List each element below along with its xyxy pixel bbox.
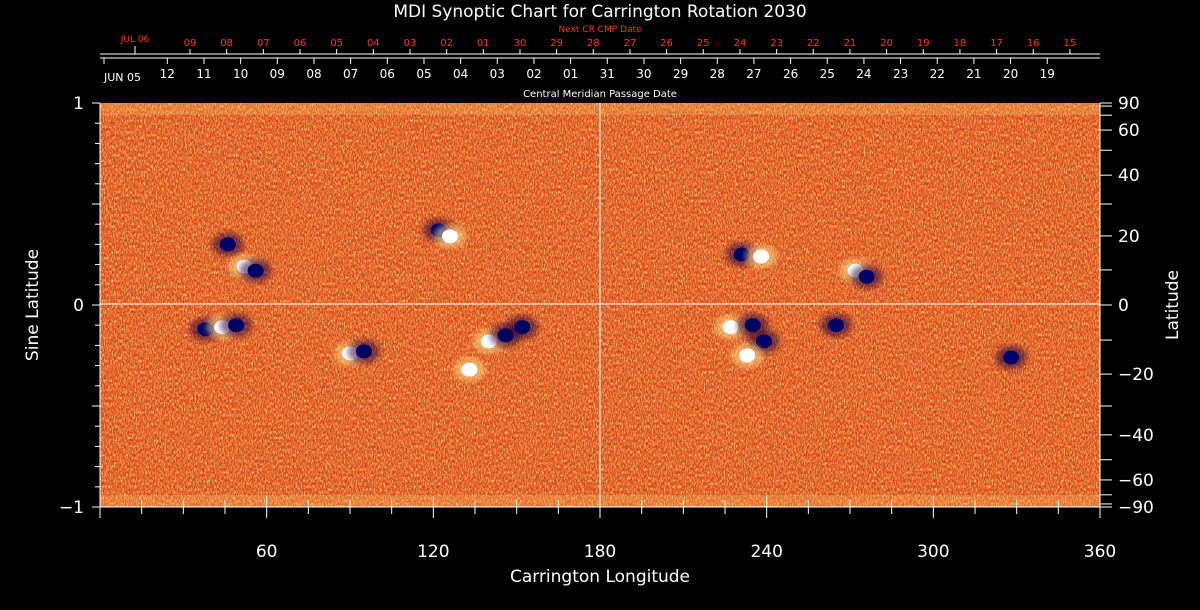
next-cr-day-label: 22: [807, 38, 820, 49]
next-cr-day-label: 20: [880, 38, 893, 49]
sine-latitude-axis: 1 0 −1: [59, 94, 101, 518]
next-cr-axis-caption: Next CR CMP Date: [558, 25, 642, 35]
negative-polarity-patch: [1003, 350, 1020, 365]
positive-polarity-patch: [739, 348, 756, 363]
next-cr-day-label: 06: [294, 38, 307, 49]
cmp-day-label: 26: [783, 67, 798, 81]
cmp-day-label: 10: [233, 67, 248, 81]
next-cr-day-label: 15: [1064, 38, 1077, 49]
cmp-day-label: 24: [856, 67, 871, 81]
next-cr-day-label: 07: [257, 38, 270, 49]
cmp-day-label: 31: [600, 67, 615, 81]
cmp-day-label: 08: [306, 67, 321, 81]
next-cr-day-label: 01: [477, 38, 490, 49]
next-cr-day-label: 26: [660, 38, 673, 49]
cmp-day-label: 07: [343, 67, 358, 81]
cmp-day-label: 20: [1003, 67, 1018, 81]
cmp-day-label: 21: [966, 67, 981, 81]
x-tick-label: 120: [417, 542, 449, 562]
negative-polarity-patch: [228, 318, 245, 333]
next-cr-cmp-axis: Next CR CMP Date JUL 06 09 08 07 06 05 04 03 02 0…: [100, 25, 1100, 55]
positive-polarity-patch: [722, 320, 739, 335]
positive-polarity-patch: [442, 229, 458, 244]
chart-title: MDI Synoptic Chart for Carrington Rotati…: [393, 2, 806, 22]
y-right-axis-label: Latitude: [1163, 270, 1183, 340]
x-tick-label: 60: [256, 542, 278, 562]
cmp-day-label: 02: [526, 67, 541, 81]
active-regions: [189, 218, 1028, 382]
next-cr-day-label: 27: [624, 38, 637, 49]
cmp-day-label: 06: [380, 67, 395, 81]
latitude-axis: 90 60 40 20 0 −20 −40 −60 −90: [1099, 94, 1154, 518]
next-cr-day-label: 21: [844, 38, 857, 49]
cmp-day-label: 30: [636, 67, 651, 81]
y-left-tick-label: −1: [59, 498, 84, 518]
cmp-day-label: 23: [893, 67, 908, 81]
x-tick-label: 300: [917, 542, 949, 562]
next-cr-day-label: 28: [587, 38, 600, 49]
next-cr-day-label: 08: [220, 38, 233, 49]
cmp-day-label: 19: [1040, 67, 1055, 81]
next-cr-day-label: 02: [440, 38, 453, 49]
y-right-tick-label: 90: [1118, 94, 1140, 114]
cmp-day-label: 04: [453, 67, 468, 81]
negative-polarity-patch: [355, 344, 372, 359]
cmp-day-label: 05: [416, 67, 431, 81]
y-right-tick-label: 20: [1118, 227, 1140, 247]
negative-polarity-patch: [828, 318, 845, 333]
cmp-day-label: 03: [490, 67, 505, 81]
y-right-tick-label: 40: [1118, 166, 1140, 186]
cmp-day-label: 29: [673, 67, 688, 81]
y-right-tick-label: −60: [1118, 471, 1154, 491]
next-cr-day-label: 19: [917, 38, 930, 49]
cmp-day-label: 25: [820, 67, 835, 81]
next-cr-day-label: 18: [954, 38, 967, 49]
cmp-day-label: 12: [160, 67, 175, 81]
cmp-date-axis: JUN 05 Central Meridian Passage Date 12 1…: [100, 57, 1100, 100]
y-left-axis-label: Sine Latitude: [23, 249, 43, 361]
negative-polarity-patch: [514, 320, 531, 335]
y-right-tick-label: −20: [1118, 365, 1154, 385]
negative-polarity-patch: [219, 237, 236, 252]
next-cr-day-label: 17: [990, 38, 1003, 49]
y-left-tick-label: 0: [73, 296, 84, 316]
positive-polarity-patch: [461, 362, 478, 377]
cmp-day-label: 28: [710, 67, 725, 81]
x-tick-label: 240: [750, 542, 782, 562]
cmp-day-label: 22: [930, 67, 945, 81]
next-cr-day-label: 03: [404, 38, 417, 49]
next-cr-day-label: 05: [330, 38, 343, 49]
next-cr-day-label: 04: [367, 38, 380, 49]
next-cr-day-label: 09: [184, 38, 197, 49]
negative-polarity-patch: [858, 269, 875, 284]
y-right-tick-label: 60: [1118, 121, 1140, 141]
negative-polarity-patch: [247, 263, 264, 278]
positive-polarity-patch: [753, 249, 770, 264]
x-tick-label: 180: [584, 542, 616, 562]
negative-polarity-patch: [755, 334, 772, 349]
next-cr-day-label: 30: [514, 38, 527, 49]
y-right-tick-label: 0: [1118, 296, 1129, 316]
next-cr-day-label: 25: [697, 38, 710, 49]
next-cr-day-label: 29: [550, 38, 563, 49]
cmp-day-label: 01: [563, 67, 578, 81]
cmp-axis-caption: Central Meridian Passage Date: [523, 89, 677, 100]
cmp-day-label: 11: [196, 67, 211, 81]
y-left-tick-label: 1: [73, 94, 84, 114]
y-right-tick-label: −40: [1118, 426, 1154, 446]
x-tick-label: 360: [1084, 542, 1116, 562]
next-cr-start-label: JUL 06: [120, 35, 150, 45]
longitude-axis: 60 120 180 240 300 360: [99, 496, 1116, 562]
next-cr-day-label: 16: [1027, 38, 1040, 49]
magnetogram-map: [100, 103, 1100, 507]
x-axis-label: Carrington Longitude: [510, 567, 690, 587]
cmp-day-label: 09: [270, 67, 285, 81]
cmp-day-label: 27: [746, 67, 761, 81]
y-right-tick-label: −90: [1118, 498, 1154, 518]
cmp-axis-start-label: JUN 05: [103, 71, 141, 84]
next-cr-day-label: 24: [734, 38, 747, 49]
next-cr-day-label: 23: [770, 38, 783, 49]
negative-polarity-patch: [744, 318, 761, 333]
